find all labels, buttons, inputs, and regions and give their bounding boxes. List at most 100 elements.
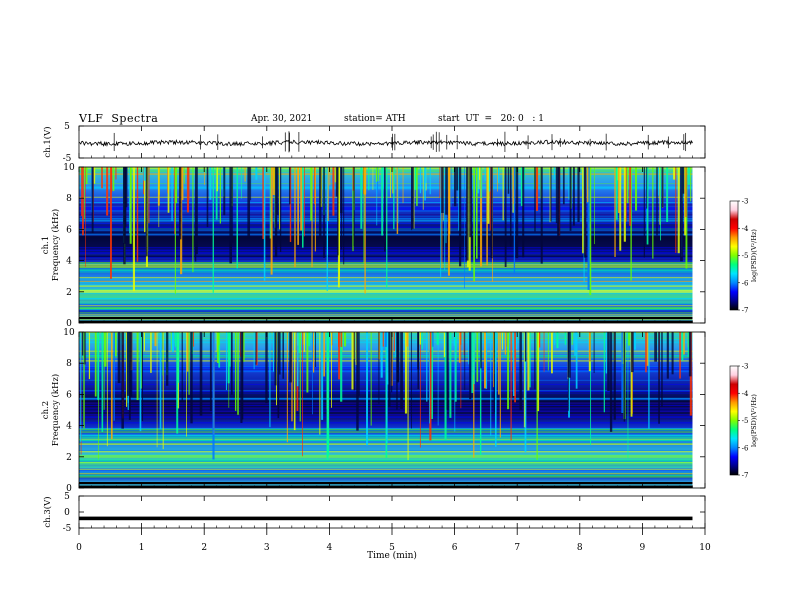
sferic-streak	[432, 332, 434, 347]
sferic-streak	[167, 167, 170, 213]
sferic-streak	[143, 167, 145, 195]
sferic-streak	[575, 332, 578, 389]
y-tick-label: 2	[66, 453, 72, 463]
sferic-streak	[666, 167, 669, 222]
dark-gap	[278, 332, 281, 375]
sferic-streak	[685, 167, 688, 269]
sferic-streak	[88, 332, 91, 380]
sferic-streak	[426, 332, 428, 402]
sferic-streak	[524, 332, 527, 452]
sferic-streak	[444, 167, 446, 271]
sferic-streak	[156, 332, 158, 448]
y-tick-label: 0	[64, 508, 70, 518]
dark-gap	[340, 167, 343, 214]
dark-gap	[206, 167, 209, 228]
frequency-band	[79, 247, 693, 249]
dark-gap	[141, 332, 144, 422]
sferic-streak	[84, 167, 85, 219]
sferic-streak	[298, 332, 301, 353]
sferic-streak	[498, 332, 500, 395]
sferic-streak	[112, 167, 115, 192]
sferic-streak	[296, 332, 299, 387]
dark-gap	[522, 167, 525, 258]
sferic-streak	[514, 332, 516, 403]
sferic-streak	[301, 167, 304, 248]
sferic-streak	[628, 332, 630, 346]
colorbar	[729, 200, 739, 311]
sferic-streak	[543, 332, 545, 372]
dark-gap	[646, 167, 648, 209]
dark-gap	[337, 167, 339, 256]
frequency-band	[79, 252, 693, 254]
dark-gap	[469, 332, 472, 400]
sferic-streak	[188, 332, 190, 395]
sferic-streak	[605, 332, 608, 374]
sferic-streak	[458, 332, 461, 363]
y-tick-label: 10	[63, 163, 75, 173]
sferic-streak	[237, 332, 239, 415]
sferic-streak	[338, 332, 339, 347]
dark-gap	[196, 167, 198, 255]
dark-gap	[282, 332, 284, 379]
sferic-streak	[587, 167, 590, 290]
sferic-streak	[617, 167, 619, 181]
sferic-streak	[447, 167, 450, 276]
dark-gap	[190, 332, 193, 424]
sferic-streak	[397, 167, 399, 224]
dark-gap	[274, 167, 278, 258]
dark-gap	[388, 332, 391, 407]
sferic-streak	[323, 332, 325, 377]
sferic-streak	[660, 167, 662, 241]
dark-gap	[274, 332, 277, 386]
sferic-streak	[553, 167, 556, 180]
dark-gap	[179, 167, 182, 240]
sferic-streak	[81, 167, 83, 217]
dark-gap	[466, 167, 469, 261]
sferic-streak	[538, 332, 541, 348]
dark-gap	[680, 167, 683, 262]
dark-gap	[181, 332, 183, 403]
sferic-streak	[440, 167, 442, 278]
frequency-band	[79, 173, 693, 175]
sferic-streak	[419, 332, 421, 345]
sferic-streak	[497, 167, 498, 192]
dark-gap	[464, 332, 466, 391]
sferic-streak	[479, 332, 482, 455]
frequency-band	[79, 229, 693, 232]
y-tick-label: 5	[64, 122, 70, 132]
x-tick-label: 10	[699, 543, 711, 553]
sferic-streak	[343, 332, 347, 347]
dark-gap	[459, 167, 462, 267]
sferic-streak	[463, 332, 465, 356]
sferic-streak	[340, 332, 343, 347]
sferic-streak	[381, 167, 384, 236]
y-tick-label: -5	[63, 154, 72, 164]
sferic-streak	[603, 332, 605, 413]
sferic-streak	[113, 332, 115, 421]
sferic-streak	[381, 332, 384, 347]
sferic-streak	[429, 167, 431, 195]
sferic-streak	[390, 167, 391, 198]
ch1-trace	[78, 138, 693, 148]
sferic-streak	[633, 332, 637, 350]
sferic-streak	[646, 167, 649, 245]
x-tick-label: 4	[327, 543, 333, 553]
sferic-streak	[225, 332, 227, 391]
y-tick-label: 0	[66, 484, 72, 494]
band-1khz	[79, 301, 693, 304]
dark-gap	[411, 167, 413, 231]
sferic-streak	[471, 332, 474, 393]
sferic-streak	[363, 167, 365, 231]
dark-gap	[353, 167, 355, 246]
dark-gap	[504, 167, 507, 268]
dark-gap	[229, 167, 233, 264]
sferic-streak	[549, 167, 551, 223]
sferic-streak	[130, 167, 132, 209]
x-tick-label: 8	[577, 543, 583, 553]
sferic-streak	[128, 167, 130, 234]
sferic-streak	[244, 167, 246, 182]
dark-gap	[540, 167, 543, 264]
sferic-streak	[132, 167, 136, 292]
sferic-streak	[148, 167, 150, 224]
sferic-streak	[468, 332, 469, 365]
